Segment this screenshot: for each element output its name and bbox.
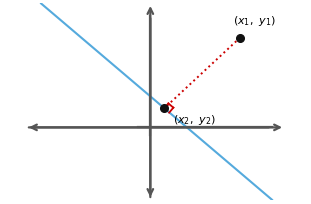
Text: $(x_1,\ y_1)$: $(x_1,\ y_1)$ [233,14,276,28]
Text: $(x_2,\ y_2)$: $(x_2,\ y_2)$ [173,112,216,126]
